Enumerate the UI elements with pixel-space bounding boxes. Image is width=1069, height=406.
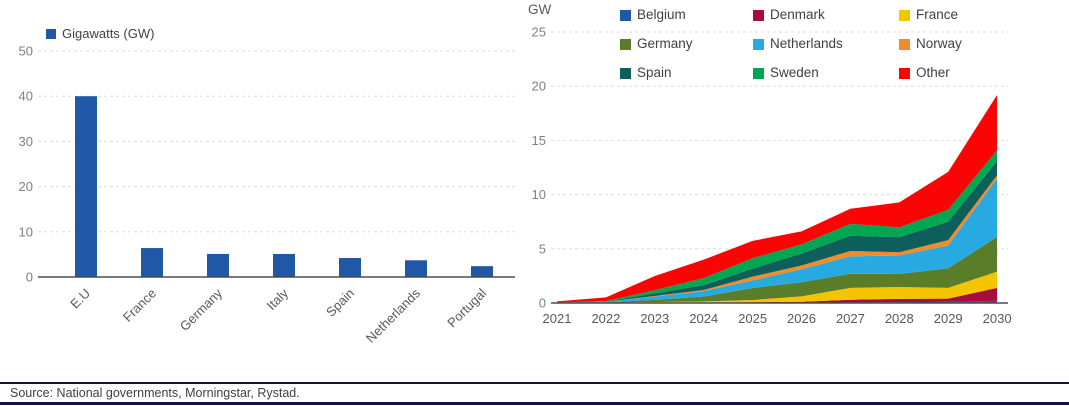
legend-item-germany: Germany [620,37,753,51]
bar-ytick-50: 50 [19,44,33,59]
area-xlabel-2023: 2023 [640,311,669,326]
bar-chart-legend: Gigawatts (GW) [46,26,154,41]
legend-item-denmark: Denmark [753,8,899,22]
bar-chart-plot: 0 10 20 30 40 50 E.U France Germany Italy Spain Net… [19,44,515,346]
area-series-sweden [557,150,998,303]
bar-netherlands [405,260,427,277]
legend-swatch-sweden [753,67,764,79]
area-xlabel-2025: 2025 [738,311,767,326]
footer-rule-top [0,382,1069,384]
bar-portugal [471,266,493,277]
legend-swatch-netherlands [753,38,764,50]
area-xlabel-2026: 2026 [787,311,816,326]
legend-label-denmark: Denmark [770,7,825,22]
legend-item-norway: Norway [899,37,1009,51]
legend-swatch-germany [620,38,631,50]
bar-spain [339,258,361,277]
bar-france [141,248,163,277]
legend-label-other: Other [916,65,950,80]
legend-label-sweden: Sweden [770,65,819,80]
legend-label-france: France [916,7,959,22]
legend-swatch-denmark [753,9,764,21]
legend-label-spain: Spain [637,65,672,80]
legend-swatch-spain [620,67,631,79]
bar-ytick-40: 40 [19,89,33,104]
bar-ytick-0: 0 [26,270,33,285]
bar-ytick-10: 10 [19,224,33,239]
footer-rule-bottom [0,402,1069,405]
legend-label-belgium: Belgium [637,7,686,22]
area-xlabel-2030: 2030 [983,311,1012,326]
bar-xlabel-france: France [120,286,159,325]
bar-xlabel-portugal: Portugal [444,285,489,330]
area-xlabel-2028: 2028 [885,311,914,326]
bar-xlabel-netherlands: Netherlands [363,285,424,346]
bar-ytick-30: 30 [19,134,33,149]
legend-swatch-other [899,67,910,79]
area-xlabel-2027: 2027 [836,311,865,326]
bar-italy [273,253,295,277]
legend-label-germany: Germany [637,36,693,51]
area-ytick-0: 0 [539,296,546,311]
area-series-other [557,94,998,303]
area-ytick-20: 20 [532,79,546,94]
legend-item-other: Other [899,66,1009,80]
area-ytick-25: 25 [532,25,546,40]
bar-xlabel-germany: Germany [177,285,226,334]
area-xlabel-2022: 2022 [591,311,620,326]
legend-item-netherlands: Netherlands [753,37,899,51]
stacked-area-chart: GW Belgium Denmark France Germany Netherland… [525,0,1069,380]
area-series-denmark [557,287,998,303]
legend-swatch-gigawatts [46,28,56,39]
legend-swatch-france [899,9,910,21]
source-note: Source: National governments, Morningsta… [10,386,300,400]
legend-swatch-belgium [620,9,631,21]
legend-item-belgium: Belgium [620,8,753,22]
bar-ytick-20: 20 [19,179,33,194]
legend-item-sweden: Sweden [753,66,899,80]
bar-germany [207,253,229,277]
legend-item-spain: Spain [620,66,753,80]
area-series-france [557,271,998,303]
area-ytick-10: 10 [532,187,546,202]
area-xlabel-2024: 2024 [689,311,718,326]
bar-eu [75,96,97,277]
legend-label-norway: Norway [916,36,962,51]
bar-xlabel-eu: E.U [67,286,93,312]
area-xlabel-2029: 2029 [934,311,963,326]
area-y-axis-title: GW [528,2,552,17]
area-chart-legend: Belgium Denmark France Germany Netherlands No… [620,8,1009,80]
legend-item-france: France [899,8,1009,22]
area-series-netherlands [557,178,998,303]
bar-xlabel-italy: Italy [264,285,292,313]
legend-label-netherlands: Netherlands [770,36,843,51]
area-ytick-15: 15 [532,133,546,148]
legend-swatch-norway [899,38,910,50]
capacity-bar-chart: Gigawatts (GW) 0 10 20 30 40 50 E.U France Germa… [0,0,525,380]
area-series-germany [557,236,998,303]
area-ytick-5: 5 [539,241,546,256]
bar-legend-label: Gigawatts (GW) [62,26,155,41]
bar-xlabel-spain: Spain [323,286,357,320]
area-xlabel-2021: 2021 [543,311,572,326]
